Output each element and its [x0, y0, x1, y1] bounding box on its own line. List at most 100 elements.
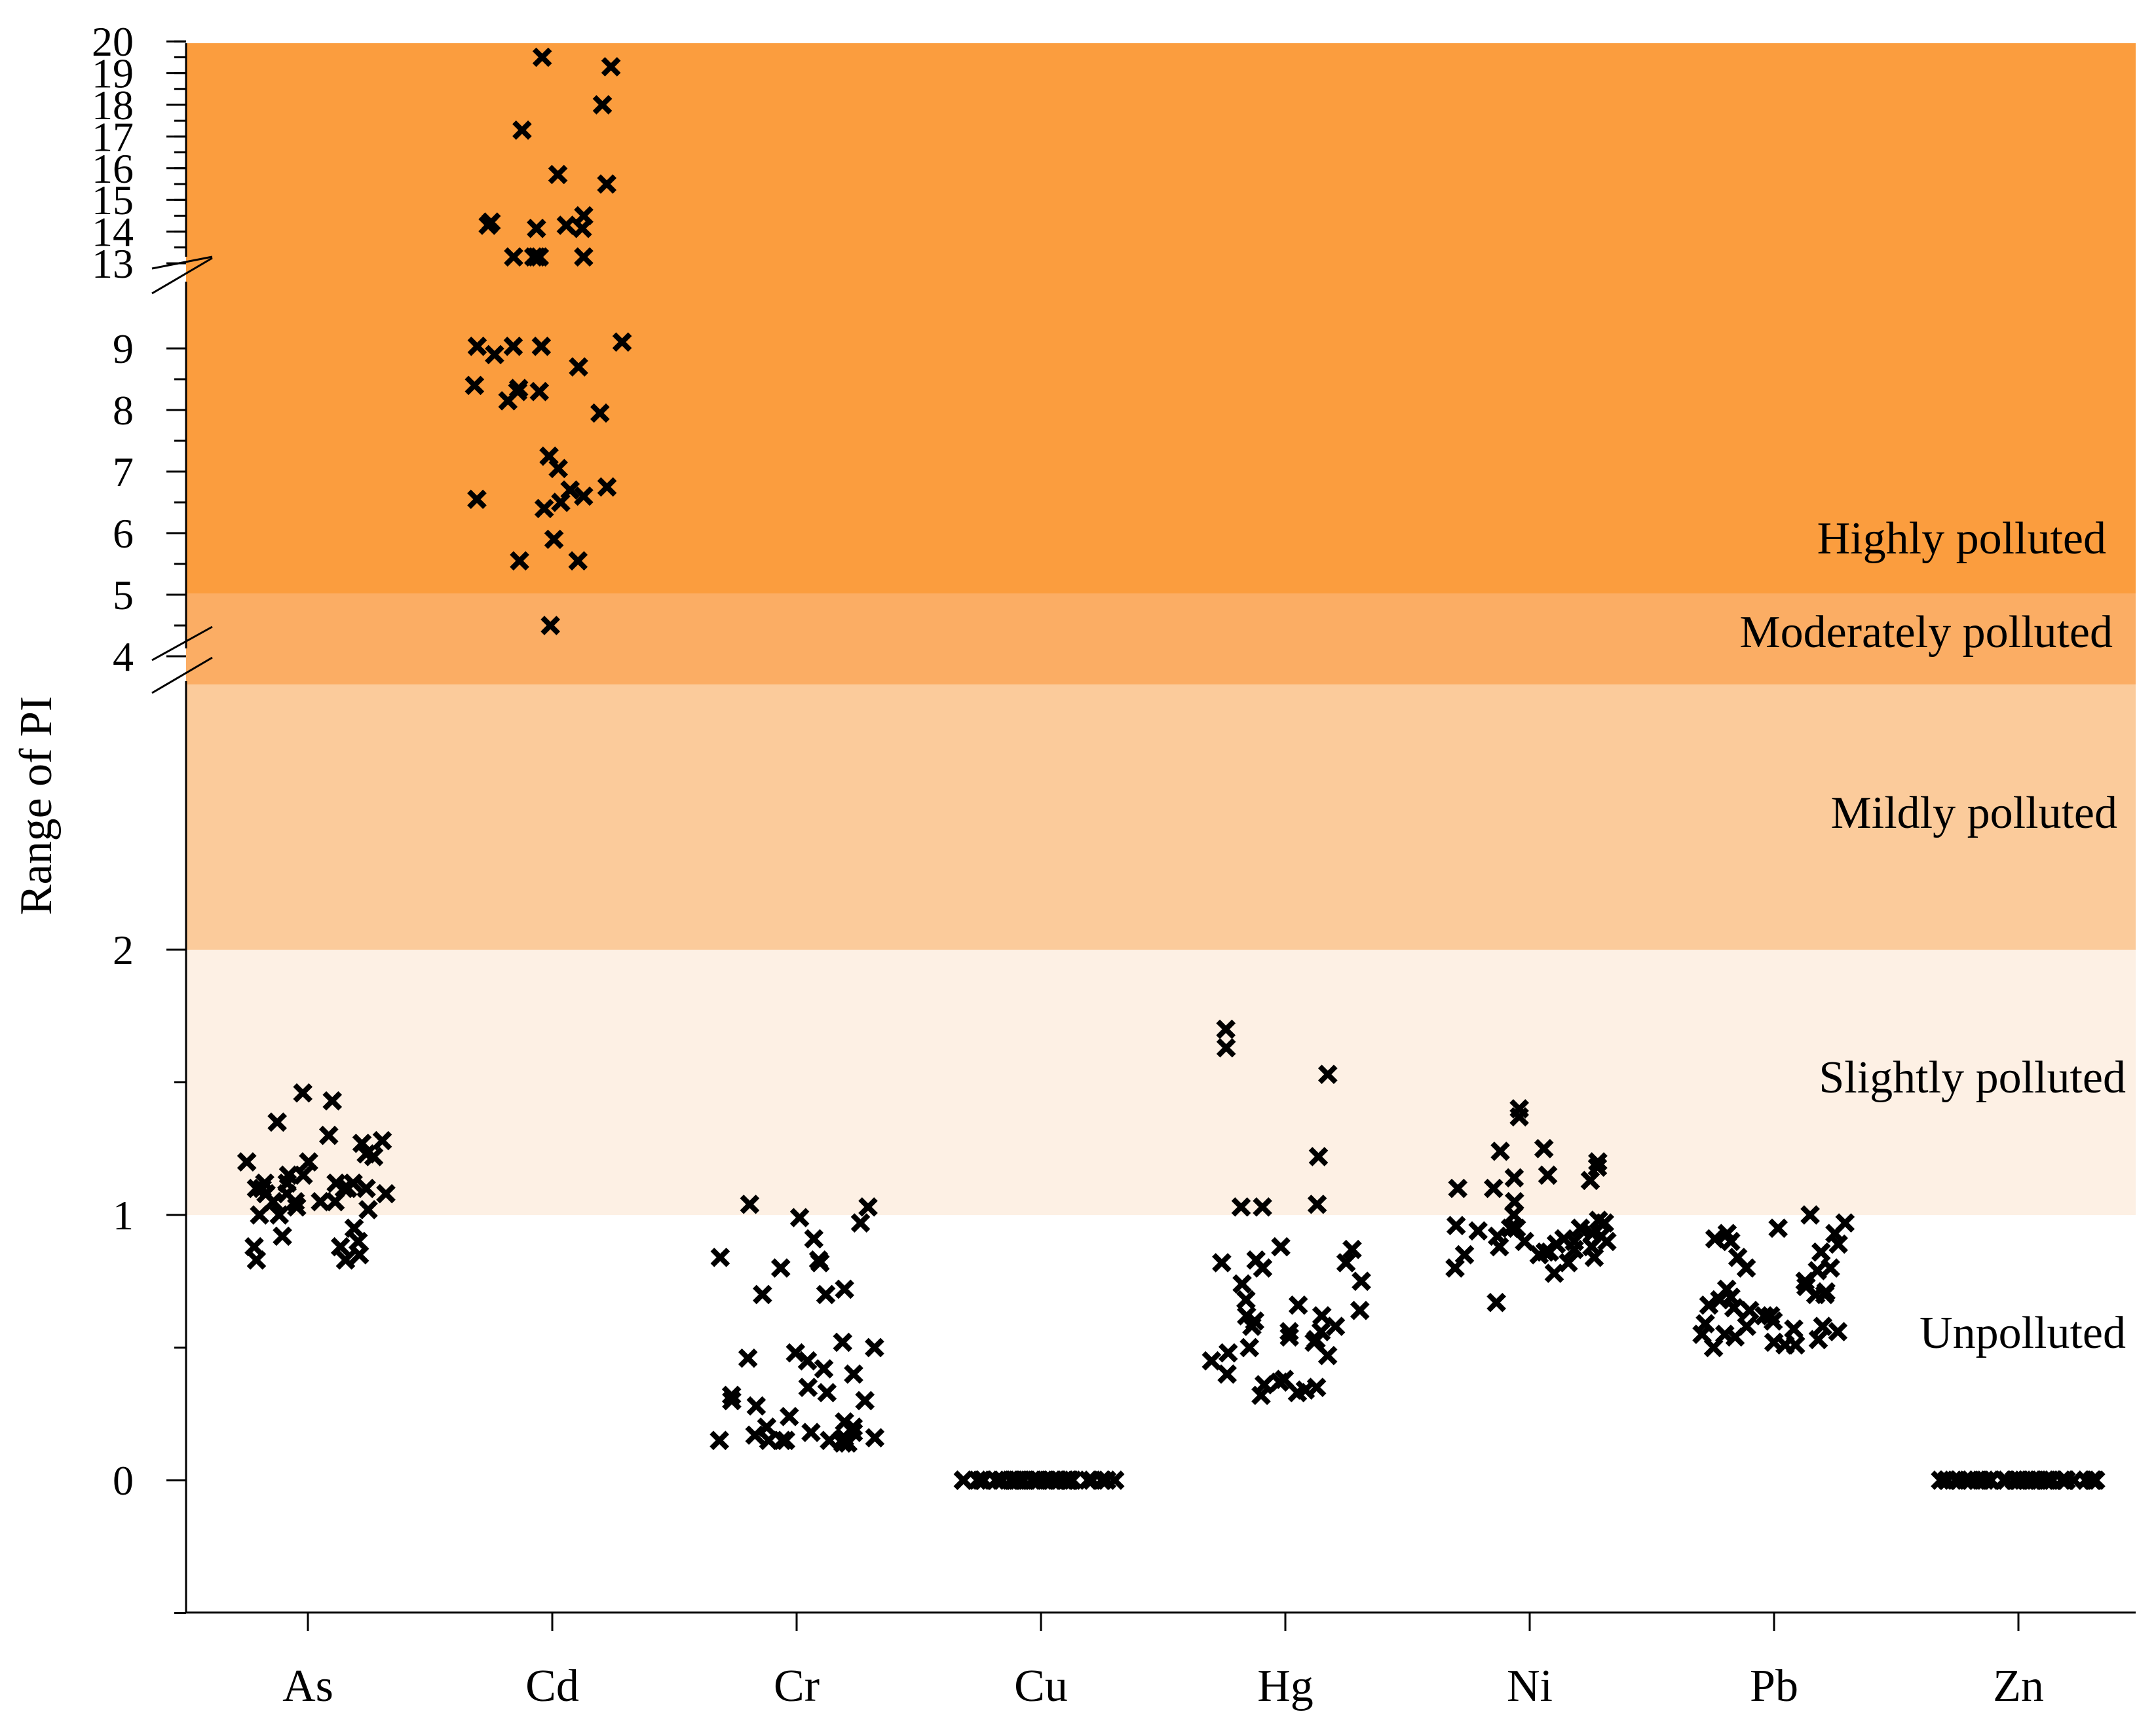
y-tick-label: 6	[113, 510, 134, 557]
point-cd	[572, 218, 592, 238]
x-tick-label-cu: Cu	[1014, 1661, 1068, 1711]
zone-band-slightly-polluted	[186, 950, 2136, 1215]
point-pb	[1703, 1337, 1724, 1358]
point-as	[348, 1231, 368, 1252]
data-points	[236, 47, 2106, 1490]
point-zn	[2083, 1470, 2104, 1490]
point-pb	[1705, 1229, 1725, 1249]
x-categories: As Cd Cr Cu Hg Ni Pb Zn	[282, 1613, 2044, 1711]
point-ni	[1538, 1165, 1558, 1185]
point-hg	[1279, 1327, 1299, 1347]
point-pb	[1806, 1284, 1826, 1305]
point-cd	[498, 391, 518, 411]
zone-label-highly-polluted: Highly polluted	[1817, 513, 2106, 564]
point-cr	[804, 1229, 824, 1249]
point-as	[273, 1226, 292, 1246]
x-tick-label-cd: Cd	[525, 1661, 579, 1711]
point-hg	[1271, 1237, 1291, 1257]
point-ni	[1515, 1231, 1534, 1252]
point-hg	[1350, 1300, 1370, 1320]
point-pb	[1811, 1242, 1831, 1262]
point-ni	[1587, 1157, 1608, 1177]
point-cd	[548, 164, 568, 185]
point-ni	[1570, 1218, 1591, 1239]
point-cr	[850, 1213, 871, 1233]
point-cr	[770, 1258, 791, 1278]
point-cd	[568, 551, 588, 571]
point-cu	[973, 1470, 993, 1490]
point-cd	[510, 551, 529, 571]
point-ni	[1490, 1141, 1510, 1161]
point-ni	[1580, 1170, 1600, 1191]
axes	[151, 43, 2136, 1614]
point-hg	[1308, 1147, 1329, 1166]
point-hg	[1307, 1194, 1327, 1214]
x-tick-label-ni: Ni	[1507, 1661, 1553, 1711]
point-pb	[1710, 1290, 1730, 1310]
point-cr	[865, 1337, 884, 1358]
y-tick-label: 15	[92, 177, 134, 223]
y-tick-label: 7	[113, 449, 134, 495]
x-tick-label-cr: Cr	[774, 1661, 820, 1711]
y-tick-label: 9	[113, 326, 134, 372]
point-cd	[467, 336, 487, 356]
point-cd	[556, 215, 577, 235]
zone-label-moderately-polluted: Moderately polluted	[1739, 607, 2113, 658]
point-cu	[1034, 1470, 1054, 1490]
axis-break-mark	[151, 625, 213, 662]
point-hg	[1342, 1239, 1362, 1259]
point-ni	[1509, 1107, 1529, 1127]
point-as	[364, 1147, 384, 1166]
point-as	[356, 1178, 376, 1199]
point-pb	[1828, 1234, 1848, 1254]
point-as	[358, 1200, 378, 1220]
point-hg	[1317, 1345, 1338, 1366]
point-ni	[1445, 1258, 1465, 1278]
point-cd	[512, 120, 532, 140]
point-cd	[601, 57, 621, 77]
point-cr	[798, 1377, 818, 1398]
y-tick-label: 8	[113, 387, 134, 434]
point-hg	[1352, 1271, 1371, 1292]
point-cr	[838, 1433, 858, 1453]
point-cu	[1063, 1470, 1082, 1490]
axis-break-mark	[151, 656, 213, 694]
point-as	[269, 1205, 290, 1225]
zone-band-unpolluted	[186, 1215, 2136, 1613]
point-cr	[844, 1364, 863, 1384]
point-hg	[1253, 1258, 1273, 1278]
point-ni	[1468, 1221, 1488, 1241]
point-cr	[833, 1433, 853, 1453]
point-ni	[1564, 1239, 1584, 1259]
point-ni	[1506, 1218, 1526, 1239]
point-hg	[1270, 1372, 1289, 1392]
point-cd	[592, 95, 613, 115]
point-zn	[2022, 1470, 2042, 1490]
y-tick-label: 20	[92, 18, 134, 65]
y-tick-label: 14	[92, 209, 134, 255]
point-cr	[746, 1396, 766, 1416]
point-cr	[785, 1343, 806, 1363]
point-hg	[1231, 1197, 1251, 1217]
point-pb	[1813, 1316, 1833, 1336]
point-hg	[1288, 1295, 1308, 1315]
point-cr	[745, 1425, 765, 1445]
zone-band-highly-polluted	[186, 43, 2136, 593]
zone-label-slightly-polluted: Slightly polluted	[1819, 1053, 2126, 1103]
point-cr	[740, 1194, 760, 1214]
point-ni	[1446, 1216, 1466, 1236]
x-tick-label-zn: Zn	[1993, 1661, 2044, 1711]
point-cd	[569, 357, 588, 377]
x-tick-label-as: As	[282, 1661, 333, 1711]
point-cr	[817, 1383, 837, 1403]
y-axis-title: Range of PI	[11, 696, 62, 915]
point-as	[318, 1125, 339, 1146]
zone-band-mildly-polluted	[186, 684, 2136, 950]
x-tick-label-hg: Hg	[1257, 1661, 1314, 1711]
point-cd	[485, 345, 504, 365]
point-cd	[548, 458, 569, 479]
point-cd	[464, 375, 485, 396]
point-zn	[1975, 1470, 1995, 1490]
point-hg	[1251, 1385, 1271, 1406]
